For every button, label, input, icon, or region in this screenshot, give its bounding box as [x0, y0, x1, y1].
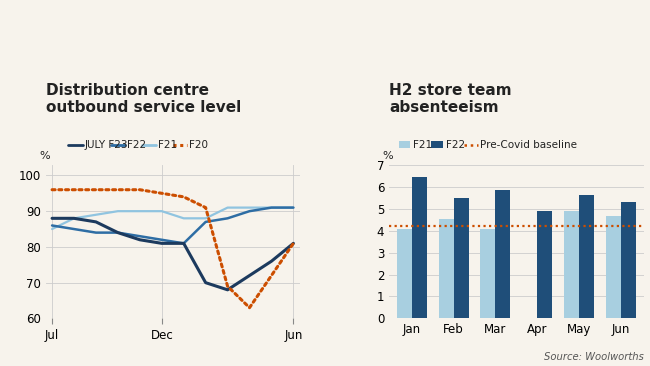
- Bar: [480, 229, 495, 318]
- Bar: [606, 216, 621, 318]
- Bar: [439, 219, 454, 318]
- Text: F21: F21: [158, 139, 177, 150]
- Text: F22: F22: [127, 139, 146, 150]
- Text: Pre-Covid baseline: Pre-Covid baseline: [480, 139, 577, 150]
- Bar: [412, 177, 427, 318]
- Text: JULY F23: JULY F23: [84, 139, 128, 150]
- Text: Distribution centre
outbound service level: Distribution centre outbound service lev…: [46, 82, 240, 115]
- Text: F21: F21: [413, 139, 432, 150]
- Text: %: %: [383, 151, 393, 161]
- Bar: [537, 211, 552, 318]
- Text: %: %: [39, 151, 49, 161]
- Text: H2 store team
absenteeism: H2 store team absenteeism: [389, 82, 512, 115]
- Bar: [397, 229, 412, 318]
- Bar: [454, 198, 469, 318]
- Text: Source: Woolworths: Source: Woolworths: [543, 352, 644, 362]
- Bar: [579, 195, 594, 318]
- Bar: [564, 211, 579, 318]
- Text: F22: F22: [446, 139, 465, 150]
- Text: F20: F20: [189, 139, 208, 150]
- Bar: [495, 190, 510, 318]
- Bar: [621, 202, 636, 318]
